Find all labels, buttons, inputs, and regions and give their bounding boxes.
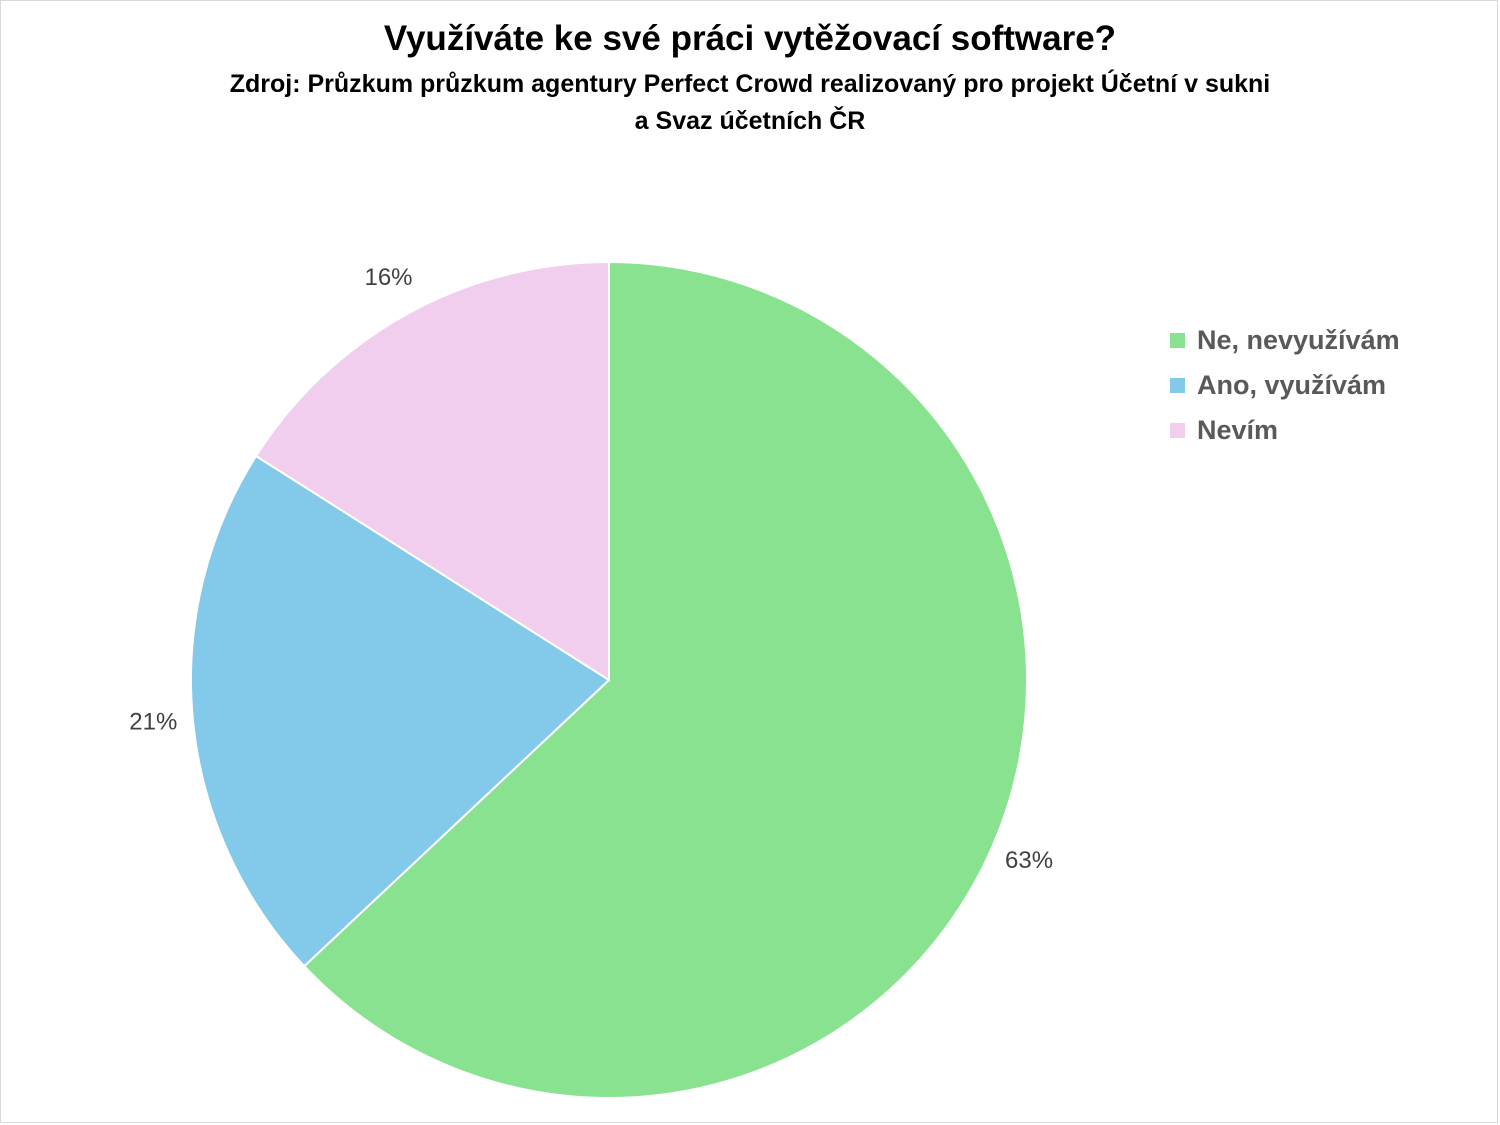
legend-swatch-nevim (1170, 423, 1185, 438)
pie-slice-nevim (254, 260, 610, 682)
legend-label-nevim: Nevím (1197, 415, 1279, 445)
legend-item-nevim: Nevím (1170, 408, 1400, 453)
legend-swatch-ne-nevyuzivam (1170, 333, 1185, 348)
data-label-nevim: 16% (364, 264, 412, 291)
legend-item-ano-vyuzivam: Ano, využívám (1170, 363, 1400, 408)
chart-subtitle-line-1: Zdroj: Průzkum průzkum agentury Perfect … (229, 70, 1271, 98)
legend-label-ne-nevyuzivam: Ne, nevyužívám (1197, 325, 1400, 355)
legend: Ne, nevyužívám Ano, využívám Nevím (1170, 318, 1400, 453)
chart-subtitle: Zdroj: Průzkum průzkum agentury Perfect … (150, 66, 1350, 140)
data-label-ano-vyuzivam: 21% (129, 708, 177, 735)
data-label-ne-nevyuzivam: 63% (1005, 847, 1053, 874)
chart-title: Využíváte ke své práci vytěžovací softwa… (383, 19, 1117, 58)
pie-slice-ne-nevyuzivam (302, 260, 1028, 1099)
chart-subtitle-line-2: a Svaz účetních ČR (634, 107, 866, 135)
legend-swatch-ano-vyuzivam (1170, 378, 1185, 393)
legend-label-ano-vyuzivam: Ano, využívám (1197, 370, 1387, 400)
pie-slice-ano-vyuzivam (190, 454, 611, 968)
legend-item-ne-nevyuzivam: Ne, nevyužívám (1170, 318, 1400, 363)
